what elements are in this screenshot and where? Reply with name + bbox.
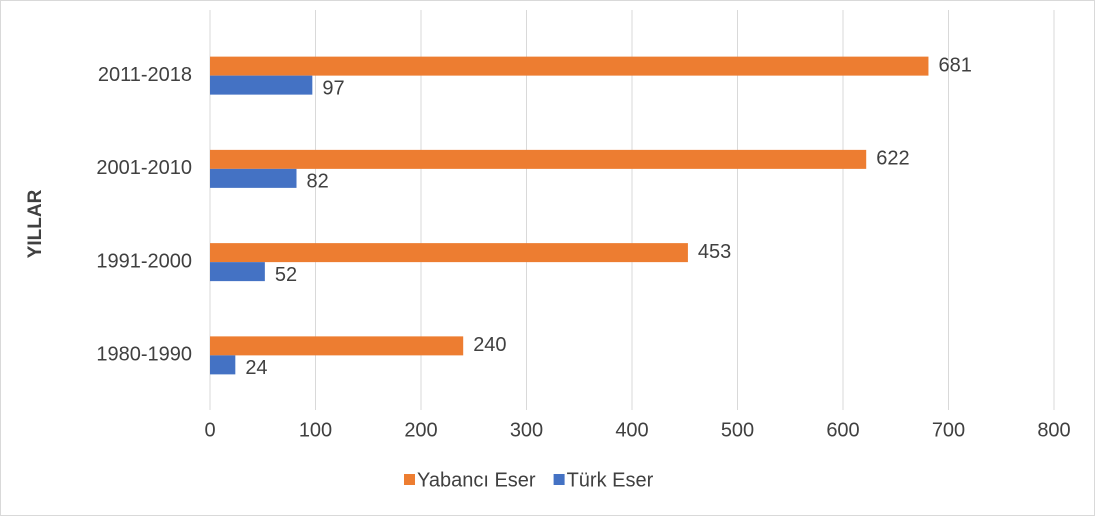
legend-swatch — [553, 474, 565, 485]
legend-label: Türk Eser — [567, 469, 654, 491]
y-tick-label: 1991-2000 — [96, 250, 192, 272]
x-tick-label: 200 — [404, 419, 437, 441]
bar — [210, 243, 688, 263]
x-tick-label: 500 — [721, 419, 754, 441]
bar — [210, 355, 236, 375]
x-tick-label: 600 — [826, 419, 859, 441]
data-label: 453 — [698, 241, 731, 263]
x-tick-label: 0 — [204, 419, 215, 441]
data-label: 52 — [275, 264, 297, 286]
bar — [210, 149, 867, 169]
data-label: 681 — [938, 54, 971, 76]
y-tick-label: 1980-1990 — [96, 344, 192, 366]
x-tick-label: 400 — [615, 419, 648, 441]
y-tick-label: 2001-2010 — [96, 157, 192, 179]
bar — [210, 75, 313, 95]
legend-label: Yabancı Eser — [417, 469, 536, 491]
data-label: 24 — [245, 357, 267, 379]
x-tick-label: 100 — [299, 419, 332, 441]
data-label: 622 — [876, 148, 909, 170]
legend-swatch — [404, 474, 415, 485]
y-axis-label: YILLAR — [25, 189, 46, 258]
bar — [210, 168, 297, 188]
data-label: 82 — [307, 171, 329, 193]
x-tick-label: 700 — [932, 419, 965, 441]
y-tick-label: 2011-2018 — [98, 64, 192, 86]
data-label: 97 — [322, 77, 344, 99]
bar — [210, 336, 464, 356]
bar — [210, 56, 929, 76]
x-tick-label: 300 — [510, 419, 543, 441]
data-label: 240 — [473, 334, 506, 356]
x-tick-label: 800 — [1037, 419, 1070, 441]
bar — [210, 262, 265, 282]
